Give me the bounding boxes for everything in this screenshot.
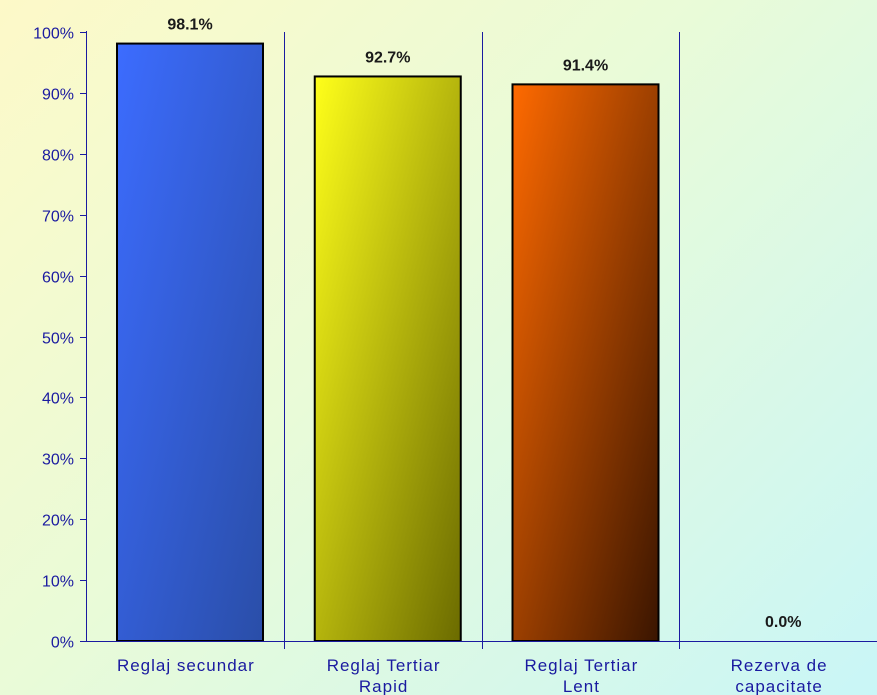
x-category-label: Reglaj Tertiar [327,656,441,675]
y-tick-label: 10% [42,574,74,591]
x-category-label: Lent [563,677,600,695]
x-category-label: Rapid [359,677,408,695]
x-category-label: Reglaj secundar [117,656,255,675]
y-tick-label: 0% [51,635,74,652]
y-tick-label: 80% [42,148,74,165]
x-category-label: Rezerva de [731,656,828,675]
y-tick-label: 70% [42,209,74,226]
bars [116,42,660,643]
bar [313,75,462,643]
bar [116,42,264,643]
data-label: 0.0% [765,614,801,631]
y-tick-label: 40% [42,391,74,408]
y-tick-label: 30% [42,452,74,469]
y-tick-label: 100% [33,26,74,43]
y-tick-label: 90% [42,87,74,104]
x-category-label: capacitate [735,677,823,695]
category-separators [284,32,680,649]
y-tick-label: 50% [42,331,74,348]
data-labels: 98.1% 92.7% 91.4% 0.0% [167,17,801,631]
y-axis-ticks: 0% 10% 20% 30% 40% 50% 60% 70% 80% 90% 100% [33,26,86,652]
data-label: 92.7% [365,49,410,66]
y-tick-label: 20% [42,513,74,530]
data-label: 91.4% [563,57,608,74]
bar [511,83,660,642]
y-tick-label: 60% [42,270,74,287]
axes [80,31,877,642]
data-label: 98.1% [167,17,212,34]
x-category-label: Reglaj Tertiar [524,656,638,675]
x-axis-labels: Reglaj secundar Reglaj Tertiar Rapid Reglaj… [117,656,828,695]
